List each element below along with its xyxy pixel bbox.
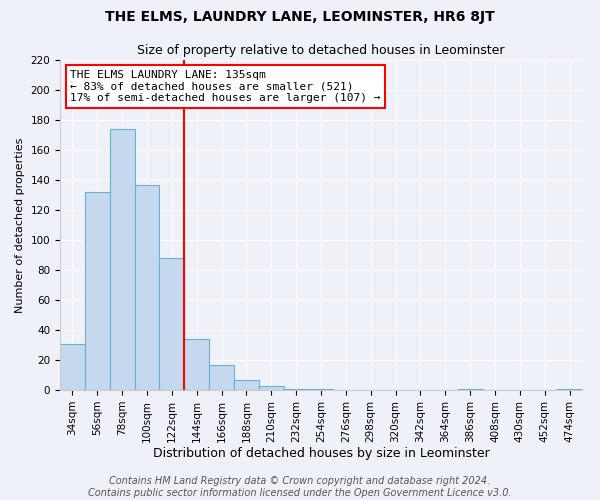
Bar [110, 129, 134, 390]
Text: Contains HM Land Registry data © Crown copyright and database right 2024.
Contai: Contains HM Land Registry data © Crown c… [88, 476, 512, 498]
Text: THE ELMS LAUNDRY LANE: 135sqm
← 83% of detached houses are smaller (521)
17% of : THE ELMS LAUNDRY LANE: 135sqm ← 83% of d… [70, 70, 381, 103]
Bar [308, 388, 334, 390]
Bar [209, 364, 234, 390]
Bar [557, 388, 582, 390]
Bar [160, 258, 184, 390]
Bar [60, 344, 85, 390]
Bar [234, 380, 259, 390]
Bar [284, 388, 308, 390]
X-axis label: Distribution of detached houses by size in Leominster: Distribution of detached houses by size … [152, 448, 490, 460]
Y-axis label: Number of detached properties: Number of detached properties [15, 138, 25, 312]
Bar [458, 388, 482, 390]
Title: Size of property relative to detached houses in Leominster: Size of property relative to detached ho… [137, 44, 505, 58]
Text: THE ELMS, LAUNDRY LANE, LEOMINSTER, HR6 8JT: THE ELMS, LAUNDRY LANE, LEOMINSTER, HR6 … [105, 10, 495, 24]
Bar [85, 192, 110, 390]
Bar [134, 184, 160, 390]
Bar [259, 386, 284, 390]
Bar [184, 339, 209, 390]
